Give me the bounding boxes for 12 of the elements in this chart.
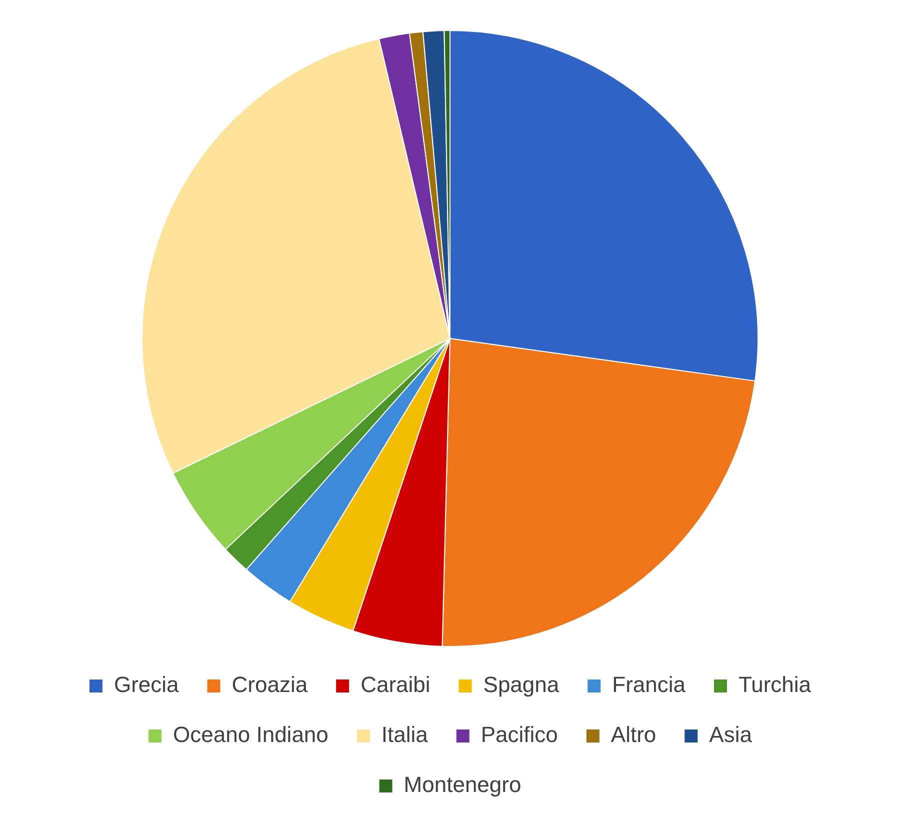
legend-label: Croazia <box>232 672 308 698</box>
legend-label: Grecia <box>114 672 180 698</box>
legend-label: Oceano Indiano <box>173 722 328 748</box>
legend-label: Pacifico <box>480 722 558 748</box>
legend-label: Italia <box>381 722 429 748</box>
legend-label: Turchia <box>738 672 812 698</box>
legend-label: Altro <box>610 722 656 748</box>
legend-label: Caraibi <box>360 672 430 698</box>
legend-label: Asia <box>709 722 753 748</box>
legend-label: Francia <box>612 672 686 698</box>
legend-label: Montenegro <box>404 772 522 798</box>
legend-label: Spagna <box>483 672 560 698</box>
